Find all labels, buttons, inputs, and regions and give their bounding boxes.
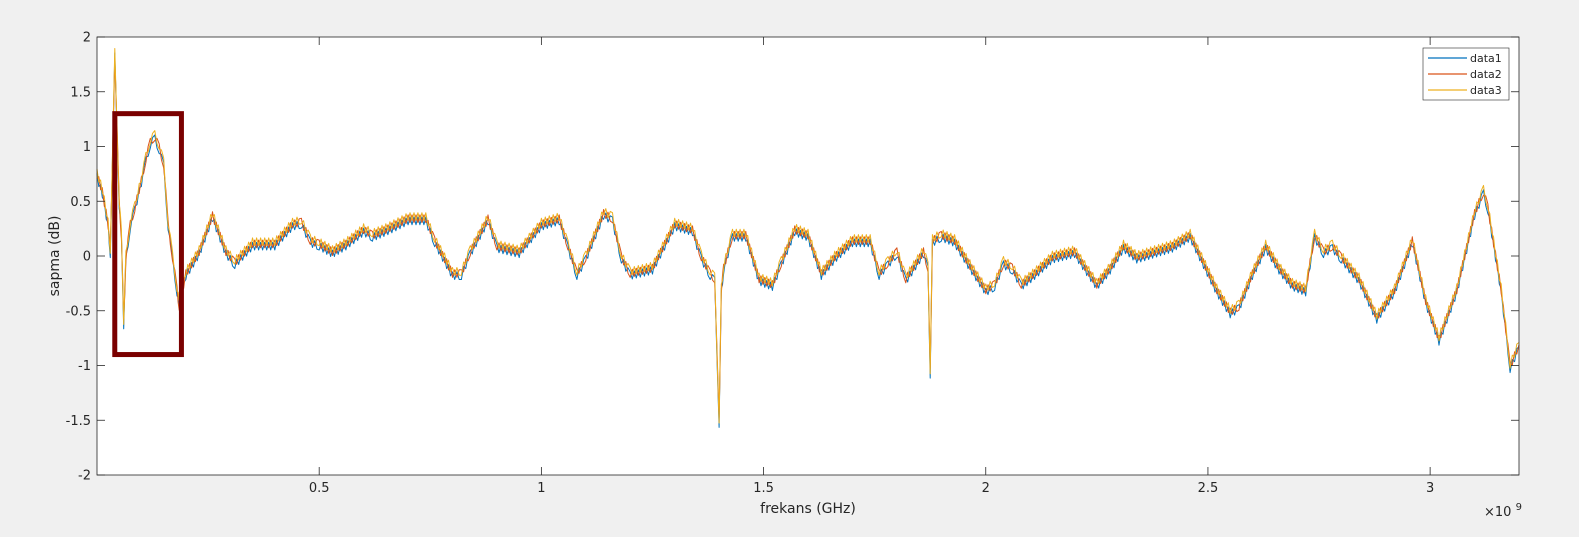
x-tick-label: 2 <box>982 481 990 496</box>
plot-area <box>97 37 1519 475</box>
legend-label-data3: data3 <box>1470 84 1502 97</box>
x-exponent-label: ×10 9 <box>1484 502 1522 520</box>
x-exponent-base: ×10 <box>1484 505 1511 520</box>
legend-label-data2: data2 <box>1470 68 1502 81</box>
x-tick-label: 2.5 <box>1198 481 1219 496</box>
y-tick-label: 1 <box>83 140 91 155</box>
highlight-box <box>112 111 184 358</box>
x-tick-label: 0.5 <box>309 481 330 496</box>
x-exponent-power: 9 <box>1516 502 1522 513</box>
y-tick-label: -0.5 <box>66 304 91 319</box>
x-tick-label: 3 <box>1426 481 1434 496</box>
legend-label-data1: data1 <box>1470 52 1502 65</box>
y-tick-label: -1.5 <box>66 414 91 429</box>
y-tick-label: 2 <box>83 31 91 46</box>
tick-label-layer: 0.5 1 1.5 2 2.5 3 -2 -1.5 -1 -0.5 0 0.5 1 1.5 2 <box>66 31 1435 497</box>
series-line-data2 <box>96 57 1520 418</box>
x-tick-label: 1.5 <box>753 481 774 496</box>
series-layer <box>96 48 1520 428</box>
y-tick-label: 0 <box>83 250 91 265</box>
y-tick-label: -2 <box>78 469 91 484</box>
x-tick-label: 1 <box>537 481 545 496</box>
legend: data1 data2 data3 <box>1422 47 1510 101</box>
y-axis-label: sapma (dB) <box>47 216 63 297</box>
series-line-data3 <box>96 48 1520 424</box>
tick-layer <box>97 36 1519 476</box>
y-tick-label: 0.5 <box>70 195 91 210</box>
y-tick-label: -1 <box>78 359 91 374</box>
y-tick-label: 1.5 <box>70 85 91 100</box>
x-axis-label: frekans (GHz) <box>760 501 856 517</box>
